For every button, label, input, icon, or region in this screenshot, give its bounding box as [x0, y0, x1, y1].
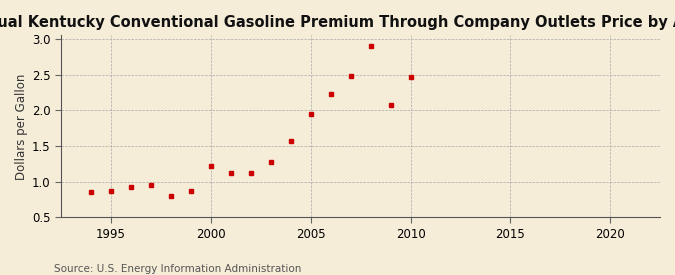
Y-axis label: Dollars per Gallon: Dollars per Gallon: [15, 73, 28, 180]
Text: Source: U.S. Energy Information Administration: Source: U.S. Energy Information Administ…: [54, 264, 301, 274]
Title: Annual Kentucky Conventional Gasoline Premium Through Company Outlets Price by A: Annual Kentucky Conventional Gasoline Pr…: [0, 15, 675, 30]
